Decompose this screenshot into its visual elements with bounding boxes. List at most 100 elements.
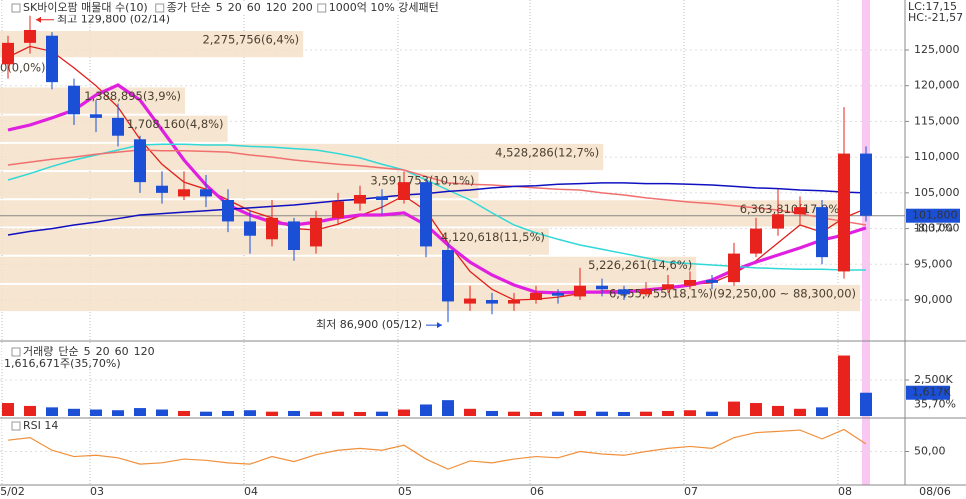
volume-bar [200, 411, 212, 416]
volume-bar [244, 410, 256, 416]
legend-entry: 5 [216, 1, 223, 14]
candle-body [222, 200, 234, 222]
volume-bar [398, 409, 410, 416]
legend-entry: 20 [228, 1, 242, 14]
candle-body [464, 298, 476, 304]
legend-label: 단순 [58, 345, 78, 358]
legend-checkbox [11, 3, 21, 13]
volume-bar [376, 411, 388, 416]
candle-body [706, 280, 718, 283]
candle-body [486, 300, 498, 304]
moving-average-line [7, 149, 867, 226]
volume-profile-label: 3,591,753(10,1%) [370, 174, 474, 188]
volume-bar [332, 411, 344, 416]
last-volume-box [906, 385, 950, 400]
volume-bar [288, 410, 300, 416]
volume-bar [618, 411, 630, 416]
legend-entry: 60 [115, 345, 129, 358]
low-annotation: 최저 86,900 (05/12) [316, 318, 422, 331]
volume-profile-label: 6,455,755(18,1%) [609, 286, 713, 300]
high-arrow-head [36, 16, 41, 23]
last-volume-label: 1,617K [912, 386, 951, 399]
volume-bar [640, 411, 652, 416]
y-tick-label: 95,000 [914, 257, 953, 270]
x-tick-label: 2025/02 [0, 485, 25, 498]
candle-body [266, 217, 278, 240]
candle-body [816, 207, 828, 258]
legend-entry: 60 [247, 1, 261, 14]
candle-body [596, 285, 608, 290]
candle-body [90, 114, 102, 118]
candle-body [244, 221, 256, 236]
volume-bar [574, 410, 586, 416]
legend-entry: 120 [266, 1, 287, 14]
volume-bar [596, 411, 608, 416]
volume-bar [156, 409, 168, 416]
x-tick-label: 06 [530, 485, 544, 498]
chart-title: SK바이오팜 매물대 수(10) [23, 1, 148, 14]
volume-bar [24, 405, 36, 416]
volume-profile-label: 2,275,756(6,4%) [202, 33, 299, 47]
legend-checkbox [155, 3, 165, 13]
y-tick-label: 2,500K [914, 373, 953, 386]
rsi-line [7, 428, 867, 470]
volume-profile-bar [0, 143, 604, 171]
candle-body [838, 153, 850, 272]
candle-body [332, 201, 344, 218]
volume-bar [420, 404, 432, 416]
volume-bar [794, 408, 806, 416]
volume-bar [2, 403, 14, 416]
volume-profile-bar [0, 87, 186, 114]
candle-body [354, 195, 366, 204]
volume-bar [112, 410, 124, 416]
candle-body [420, 182, 432, 247]
change-label: -8,37% [914, 222, 953, 235]
candle-body [2, 42, 14, 65]
moving-average-line [7, 143, 866, 271]
current-date-band [862, 0, 870, 485]
legend-checkbox [11, 421, 21, 431]
y-tick-label: 90,000 [914, 293, 953, 306]
volume-profile-range: (92,250,00 ~ 88,300,00) [713, 286, 856, 300]
volume-bar [134, 408, 146, 416]
low-arrow-head [437, 322, 442, 329]
legend-entry: 20 [96, 345, 110, 358]
candle-body [156, 185, 168, 193]
candle-body [178, 189, 190, 197]
y-tick-label: 115,000 [914, 114, 960, 127]
back-layer [0, 0, 909, 485]
volume-bar [464, 408, 476, 416]
volume-bar [838, 355, 850, 416]
candle-body [112, 117, 124, 136]
volume-bar [266, 411, 278, 416]
candle-body [618, 289, 630, 295]
volume-profile-label: 1,708,160(4,8%) [127, 117, 224, 131]
candle-body [684, 280, 696, 286]
last-price-box [906, 208, 960, 223]
volume-bar [178, 410, 190, 416]
legend-checkbox [11, 347, 21, 357]
x-tick-label: 08 [838, 485, 852, 498]
last-price-label: 101,800 [912, 209, 958, 222]
y-tick-label: 125,000 [914, 43, 960, 56]
volume-bar [530, 411, 542, 416]
candle-body [200, 189, 212, 197]
y-tick-label: 110,000 [914, 150, 960, 163]
x-tick-label: 03 [90, 485, 104, 498]
moving-average-line [7, 83, 867, 295]
legend-checkbox [317, 3, 327, 13]
volume-bar [442, 400, 454, 416]
candle-body [750, 228, 762, 254]
volume-bar [750, 403, 762, 416]
mid-layer [7, 45, 867, 301]
x-tick-label: 04 [244, 485, 258, 498]
legend-entry: 5 [84, 345, 91, 358]
lc-label: LC:17,15 [908, 0, 957, 13]
last-volume-pct: 35,70% [914, 398, 956, 411]
high-annotation: 최고 129,800 (02/14) [57, 13, 170, 26]
volume-bar [90, 409, 102, 416]
volume-bar [816, 407, 828, 416]
x-tick-label: 05 [398, 485, 412, 498]
